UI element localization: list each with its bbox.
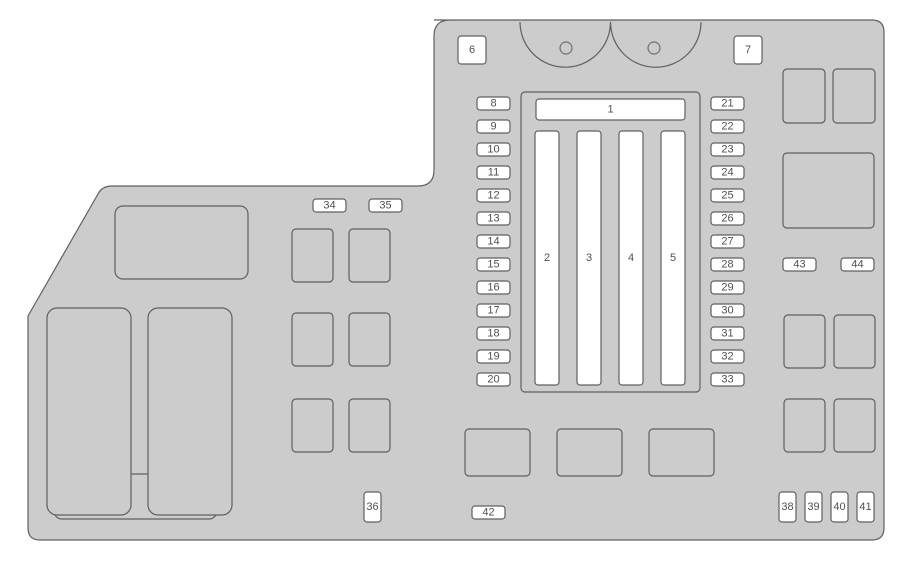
relay-slot bbox=[783, 153, 874, 228]
mounting-hole bbox=[560, 42, 572, 54]
fuse-label-14: 14 bbox=[487, 236, 499, 248]
fuse-label-33: 33 bbox=[721, 374, 733, 386]
fuse-label-29: 29 bbox=[721, 282, 733, 294]
fuse-label-4: 4 bbox=[628, 252, 634, 264]
fuse-label-44: 44 bbox=[851, 259, 863, 271]
fuse-label-26: 26 bbox=[721, 213, 733, 225]
fuse-label-21: 21 bbox=[721, 98, 733, 110]
fuse-label-2: 2 bbox=[544, 252, 550, 264]
fuse-label-42: 42 bbox=[482, 507, 494, 519]
fuse-label-32: 32 bbox=[721, 351, 733, 363]
fuse-label-40: 40 bbox=[833, 501, 845, 513]
fuse-label-39: 39 bbox=[807, 501, 819, 513]
fuse-label-20: 20 bbox=[487, 374, 499, 386]
fuse-label-13: 13 bbox=[487, 213, 499, 225]
fuse-label-31: 31 bbox=[721, 328, 733, 340]
fuse-label-22: 22 bbox=[721, 121, 733, 133]
fuse-label-9: 9 bbox=[490, 121, 496, 133]
fuse-label-35: 35 bbox=[379, 200, 391, 212]
fuse-label-34: 34 bbox=[323, 200, 335, 212]
fuse-label-17: 17 bbox=[487, 305, 499, 317]
fuse-label-30: 30 bbox=[721, 305, 733, 317]
fuse-label-3: 3 bbox=[586, 252, 592, 264]
relay-slot bbox=[349, 399, 390, 452]
relay-slot bbox=[115, 206, 248, 279]
relay-slot bbox=[557, 429, 622, 476]
fuse-label-15: 15 bbox=[487, 259, 499, 271]
fuse-label-18: 18 bbox=[487, 328, 499, 340]
fuse-label-43: 43 bbox=[793, 259, 805, 271]
fuse-label-24: 24 bbox=[721, 167, 733, 179]
fuse-label-11: 11 bbox=[488, 167, 499, 179]
relay-slot bbox=[784, 399, 825, 452]
fuse-label-16: 16 bbox=[487, 282, 499, 294]
relay-slot bbox=[833, 69, 875, 123]
relay-slot bbox=[349, 229, 390, 282]
fuse-label-27: 27 bbox=[721, 236, 733, 248]
relay-slot bbox=[783, 69, 825, 123]
relay-slot bbox=[465, 429, 530, 476]
fusebox-diagram: 1234567891011121314151617181920212223242… bbox=[0, 0, 900, 567]
relay-slot bbox=[834, 399, 875, 452]
fuse-label-41: 41 bbox=[859, 501, 871, 513]
fuse-label-1: 1 bbox=[607, 104, 613, 116]
relay-slot bbox=[349, 313, 390, 366]
fuse-label-23: 23 bbox=[721, 144, 733, 156]
relay-slot bbox=[649, 429, 714, 476]
fuse-label-10: 10 bbox=[487, 144, 499, 156]
fuse-label-6: 6 bbox=[469, 44, 475, 56]
fuse-label-38: 38 bbox=[781, 501, 793, 513]
fuse-label-28: 28 bbox=[721, 259, 733, 271]
relay-slot bbox=[784, 315, 825, 368]
fuse-label-12: 12 bbox=[487, 190, 499, 202]
relay-slot bbox=[148, 308, 232, 515]
relay-slot bbox=[47, 308, 131, 515]
relay-slot bbox=[834, 315, 875, 368]
relay-slot bbox=[292, 229, 333, 282]
fuse-label-25: 25 bbox=[721, 190, 733, 202]
fuse-label-19: 19 bbox=[487, 351, 499, 363]
fuse-label-7: 7 bbox=[745, 44, 751, 56]
relay-slot bbox=[292, 399, 333, 452]
fuse-label-8: 8 bbox=[490, 98, 496, 110]
mounting-hole bbox=[648, 42, 660, 54]
fuse-label-36: 36 bbox=[366, 501, 378, 513]
relay-slot bbox=[292, 313, 333, 366]
fuse-label-5: 5 bbox=[670, 252, 676, 264]
